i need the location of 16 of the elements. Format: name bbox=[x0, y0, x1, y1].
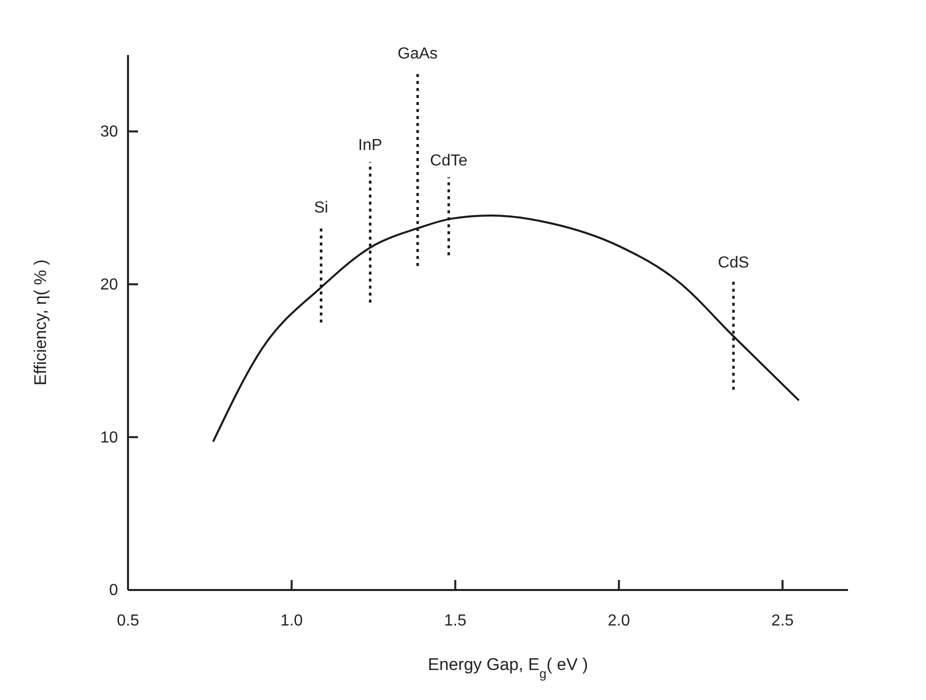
x-tick-label: 2.5 bbox=[771, 612, 794, 630]
x-tick-label: 2.0 bbox=[608, 612, 630, 630]
x-tick-label: 0.5 bbox=[116, 612, 140, 630]
series-label: CdTe bbox=[430, 152, 468, 170]
series-label: GaAs bbox=[398, 45, 438, 62]
series-label: InP bbox=[358, 137, 382, 154]
y-tick-label: 30 bbox=[100, 124, 118, 141]
y-tick-label: 20 bbox=[100, 276, 118, 294]
x-tick-label: 1.0 bbox=[280, 612, 303, 630]
y-tick-label: 10 bbox=[100, 429, 118, 446]
x-tick-label: 1.5 bbox=[444, 612, 466, 630]
series-label: Si bbox=[314, 200, 328, 217]
y-tick-label: 0 bbox=[109, 582, 118, 600]
series-label: CdS bbox=[718, 254, 750, 272]
x-axis-title: Energy Gap, E$_{g}$( eV ) bbox=[428, 655, 588, 680]
y-axis-title: Efficiency, η( % ) bbox=[31, 260, 50, 386]
